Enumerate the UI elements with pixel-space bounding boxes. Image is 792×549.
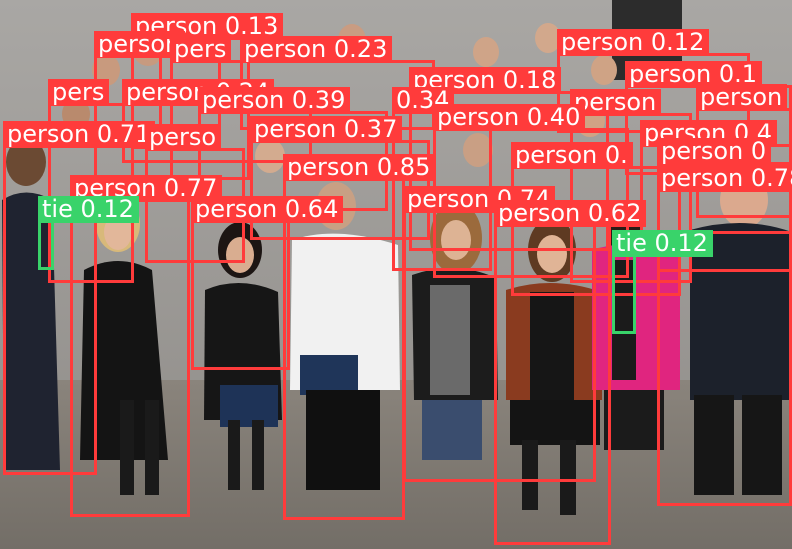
person-detection-box: person 0.39 — [198, 87, 388, 211]
detection-label: person — [570, 89, 662, 116]
detection-label: person 0.39 — [198, 87, 351, 114]
detection-label: person — [696, 84, 788, 111]
detection-label: person 0.40 — [433, 104, 586, 131]
tie-detection-box: tie 0.12 — [612, 230, 713, 334]
detection-label: person 0.12 — [557, 29, 710, 56]
detection-label: pers — [48, 79, 110, 106]
person-detection-box: person 0. — [511, 142, 681, 296]
detection-label: person 0.85 — [283, 154, 436, 181]
detection-label: pers — [170, 36, 232, 63]
person-detection-box: person 0.62 — [494, 200, 647, 545]
person-detection-box: person 0.78 — [657, 165, 792, 506]
detection-label: person 0.62 — [494, 200, 647, 227]
detection-label: person 0.23 — [240, 36, 393, 63]
detection-label: person 0.78 — [657, 165, 792, 192]
tie-detection-box: tie 0.12 — [38, 196, 139, 270]
detection-label: person 0.1 — [625, 61, 763, 88]
person-detection-box: person 0.71 — [3, 121, 156, 475]
person-detection-box: person 0.77 — [70, 175, 223, 517]
detection-label: person 0.64 — [191, 196, 344, 223]
detection-label: perso — [145, 124, 222, 151]
person-detection-box: person 0.64 — [191, 196, 344, 370]
detection-label: person 0.37 — [250, 116, 403, 143]
person-detection-box: pers — [170, 36, 250, 180]
detection-label: person 0.71 — [3, 121, 156, 148]
detection-label: person — [94, 31, 186, 58]
person-detection-box: person 0.23 — [240, 36, 435, 130]
person-detection-box: person — [696, 84, 792, 218]
detection-label: tie 0.12 — [612, 230, 713, 257]
detection-label: person 0 — [657, 138, 772, 165]
person-detection-box: person 0.85 — [283, 154, 436, 520]
detection-label: person 0. — [511, 142, 633, 169]
person-detection-box: person — [570, 89, 692, 283]
person-detection-box: person 0.40 — [433, 104, 629, 278]
detection-label: tie 0.12 — [38, 196, 139, 223]
person-detection-box: person 0.12 — [557, 29, 750, 133]
